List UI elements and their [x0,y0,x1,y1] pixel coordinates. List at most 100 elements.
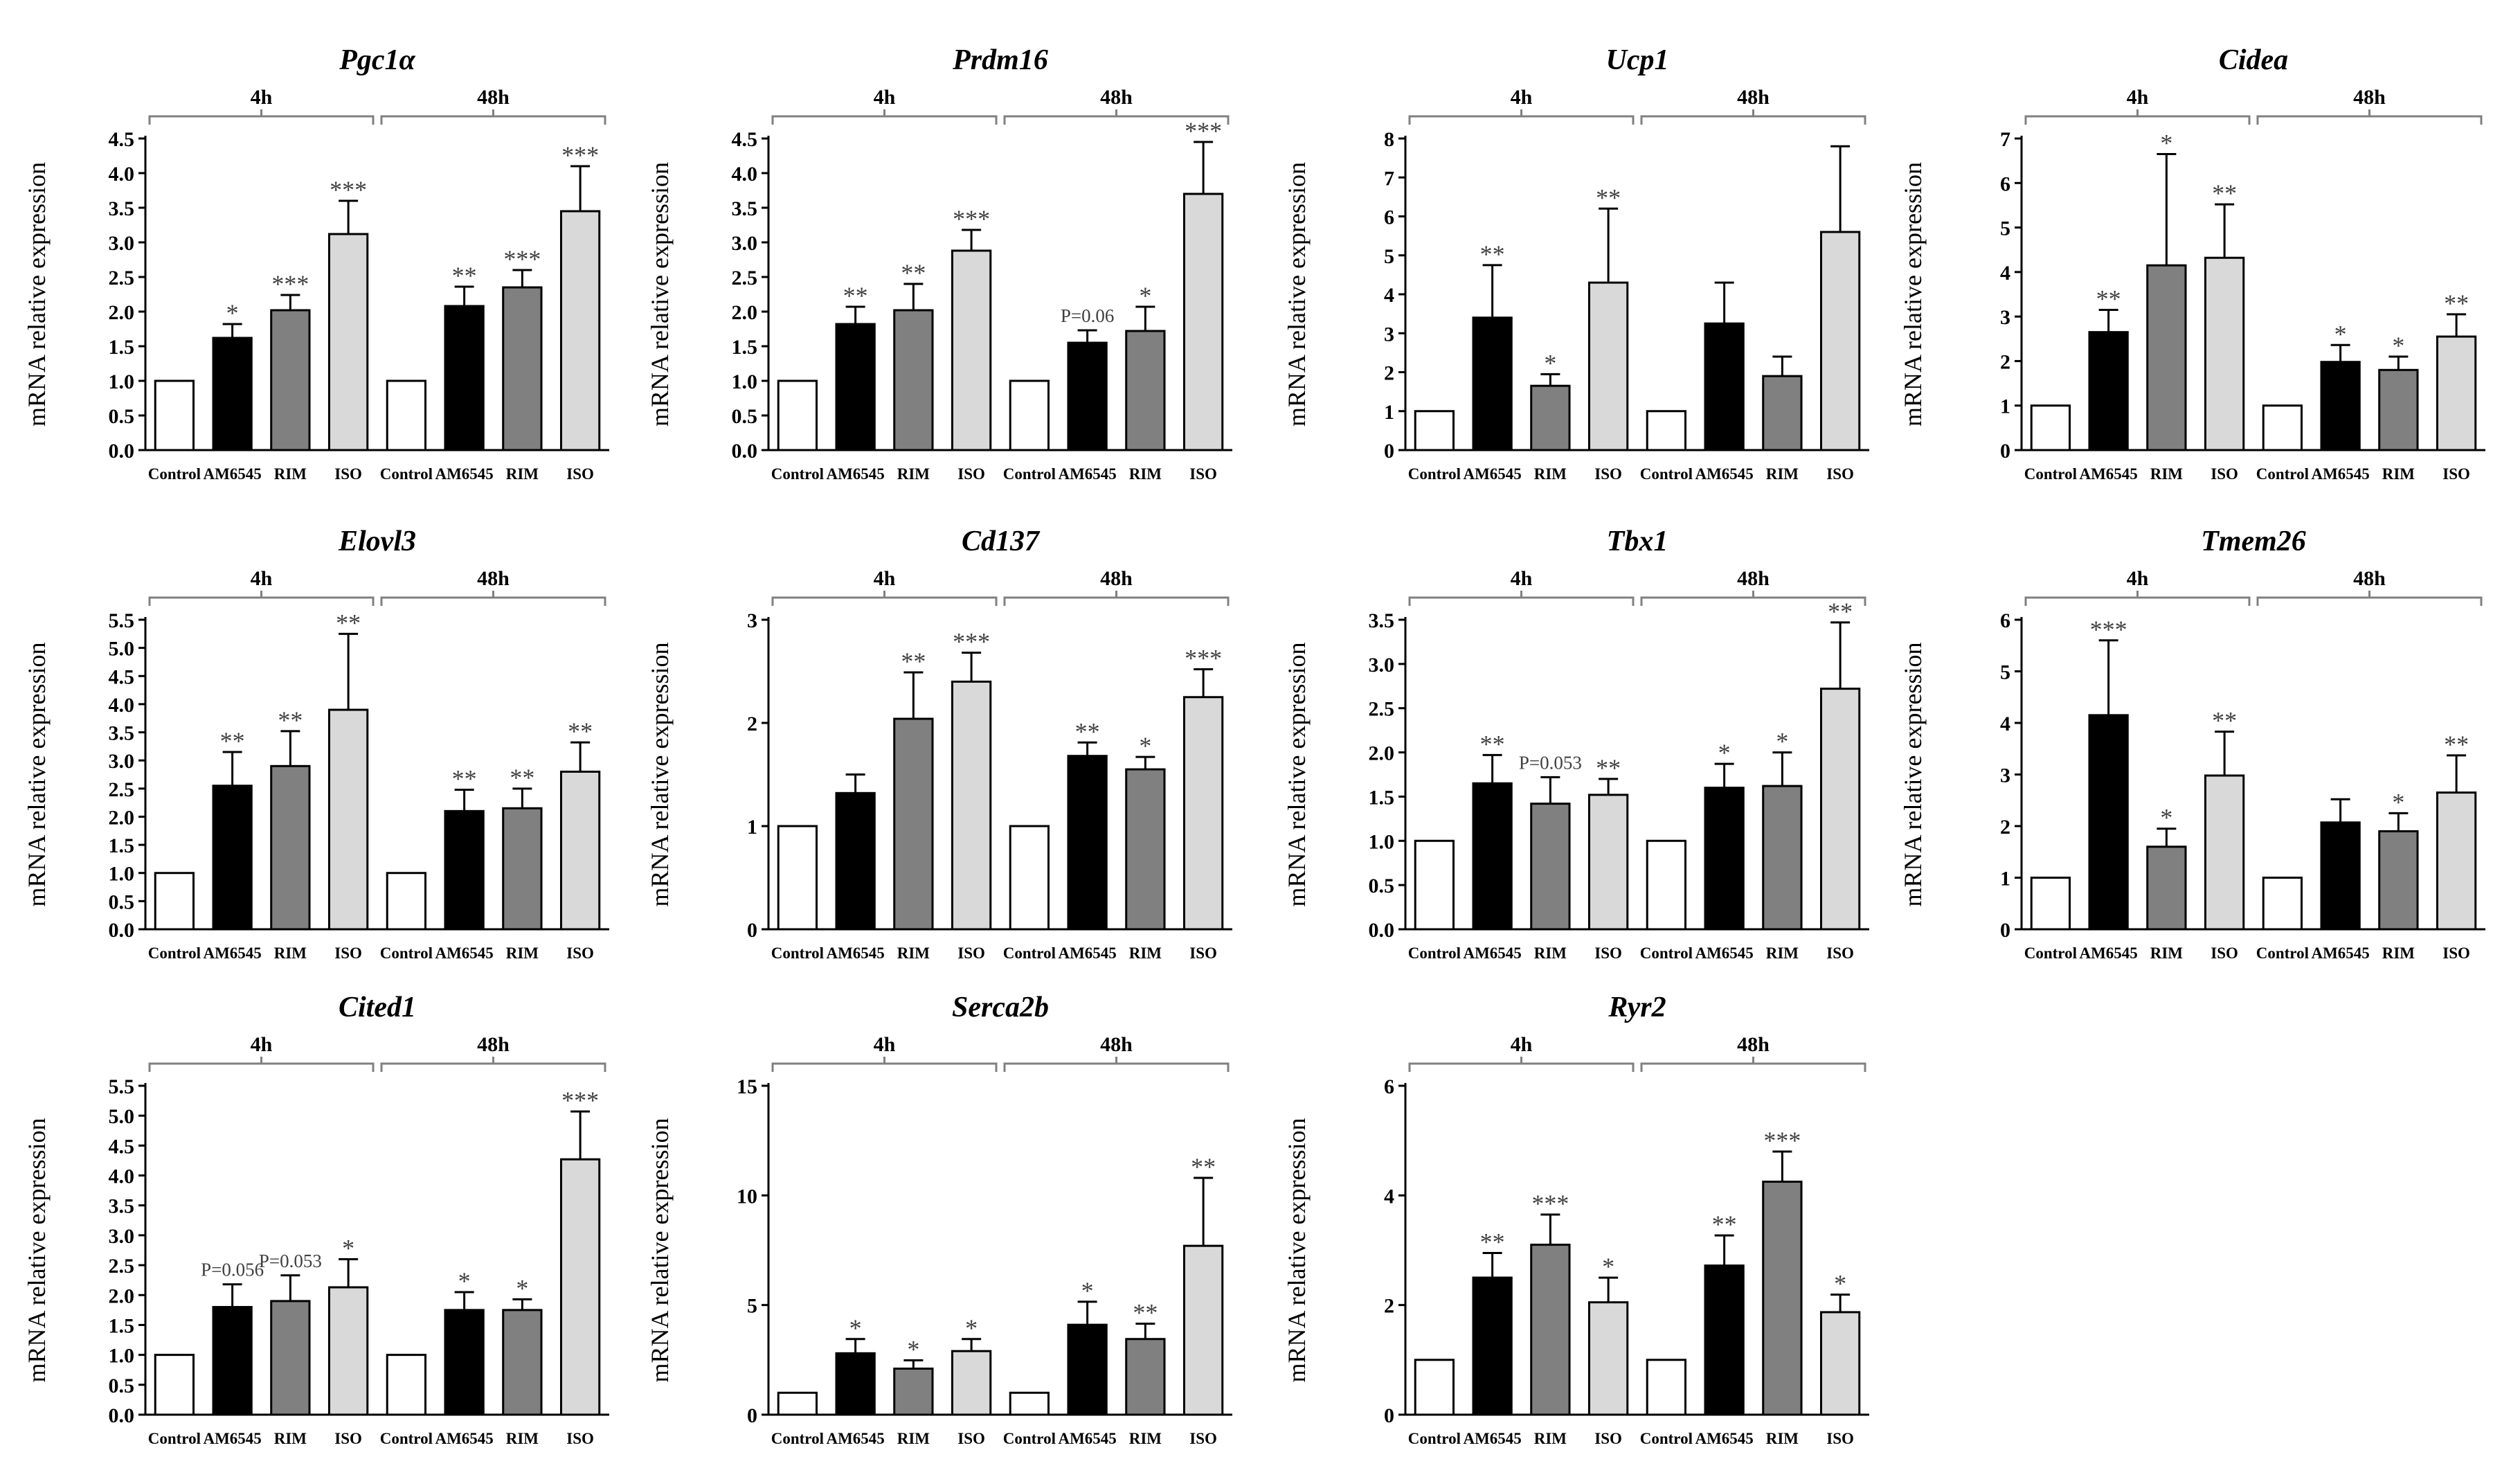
y-tick-label: 2.0 [732,301,758,324]
y-tick-label: 5.0 [109,638,135,661]
group-label: 4h [874,1033,896,1056]
y-tick-label: 5 [2000,217,2010,240]
bar-rim [1762,1181,1803,1416]
group-label: 48h [1100,1033,1133,1056]
group-bracket [771,596,998,606]
bar-am6545 [1704,787,1745,931]
bar-control [777,1391,818,1416]
x-category-label: Control [1408,465,1461,483]
bar-control [777,379,818,451]
x-category-label: Control [380,465,433,483]
y-tick-label: 1.5 [732,336,758,359]
chart-panel-elovl3: Elovl3 4h 48h mRNA relative expression 0.0 0.… [23,526,609,962]
significance-label: * [2334,320,2347,348]
group-bracket [2024,115,2251,125]
y-tick-label: 2.0 [1369,742,1395,765]
bar-am6545 [1472,316,1513,451]
y-tick-label: 4.0 [109,1165,135,1188]
significance-label: * [2160,804,2172,832]
group-bracket [2024,596,2251,606]
bar-rim [1762,375,1803,451]
significance-label: * [2392,332,2404,359]
chart-panel-ucp1: Ucp1 4h 48h mRNA relative expression 0 1 2 3 4 5 6… [1283,44,1869,483]
significance-label: *** [1763,1127,1801,1154]
significance-label: *** [503,245,541,273]
x-category-label: RIM [1534,465,1567,483]
group-bracket [148,1062,375,1072]
bar-control [777,825,818,931]
significance-label: *** [953,205,990,233]
group-bracket [1003,596,1230,606]
significance-label: P=0.053 [1519,752,1582,773]
significance-label: * [1776,728,1788,755]
bar-am6545 [835,323,876,451]
significance-label: ** [1712,1210,1737,1238]
bar-rim [1125,330,1166,451]
y-tick-label: 0 [747,1404,757,1427]
bar-rim [2146,845,2187,931]
bar-am6545 [444,1309,485,1416]
bar-am6545 [835,1352,876,1416]
group-bracket [771,115,998,125]
y-tick-label: 1.5 [109,336,135,359]
y-tick-label: 0.5 [109,405,135,428]
y-tick-label: 1 [747,816,757,839]
significance-label: ** [2444,731,2469,758]
x-category-label: RIM [1534,1430,1567,1447]
x-category-label: RIM [1766,945,1799,962]
y-tick-label: 0.0 [1369,919,1395,942]
bar-am6545 [2088,331,2129,451]
chart-title: Tmem26 [2201,526,2306,557]
bar-control [386,872,427,931]
x-category-label: ISO [1189,945,1217,962]
y-tick-label: 1 [1384,401,1394,424]
y-tick-label: 1.0 [732,370,758,393]
x-category-label: ISO [1826,945,1854,962]
x-category-label: Control [380,1430,433,1447]
y-tick-label: 5.0 [109,1105,135,1128]
y-tick-label: 3.0 [109,750,135,773]
bar-iso [2204,774,2245,931]
y-tick-label: 2.0 [109,806,135,829]
group-label: 4h [251,1033,273,1056]
x-category-label: RIM [2150,465,2184,483]
y-axis-label: mRNA relative expression [646,1118,674,1383]
x-category-label: RIM [274,465,307,483]
y-tick-label: 5.5 [109,609,135,632]
group-label: 48h [2353,86,2386,109]
x-category-label: Control [771,945,824,962]
x-category-label: ISO [957,945,985,962]
chart-panel-tmem26: Tmem26 4h 48h mRNA relative expression 0 1 2 3 4… [1899,526,2485,962]
x-category-label: ISO [334,1430,362,1447]
bar-control [1646,839,1687,931]
significance-label: ** [1480,1228,1505,1255]
y-tick-label: 5.5 [109,1075,135,1098]
x-category-label: AM6545 [2079,945,2137,962]
x-category-label: Control [1003,465,1056,483]
bar-iso [1182,1244,1224,1416]
chart-title: Prdm16 [952,44,1048,76]
y-axis-label: mRNA relative expression [23,643,51,907]
significance-label: P=0.06 [1061,305,1115,326]
y-tick-label: 2.5 [109,267,135,289]
x-category-label: Control [148,945,201,962]
bar-iso [559,1158,601,1416]
bar-rim [270,1300,311,1416]
bar-am6545 [444,809,485,931]
chart-title: Ryr2 [1608,992,1666,1023]
bar-iso [1587,794,1629,931]
x-category-label: Control [1640,1430,1693,1447]
bar-am6545 [2320,361,2361,451]
x-category-label: AM6545 [1463,945,1521,962]
significance-label: * [1081,1277,1094,1305]
x-category-label: Control [1640,465,1693,483]
group-bracket [1640,1062,1866,1072]
y-tick-label: 3.0 [109,232,135,255]
x-category-label: Control [2024,945,2077,962]
y-tick-label: 10 [737,1185,757,1208]
x-category-label: ISO [1189,1430,1217,1447]
x-category-label: ISO [566,1430,594,1447]
y-tick-label: 2 [747,713,757,735]
bar-rim [1530,384,1571,451]
bar-control [154,379,195,451]
